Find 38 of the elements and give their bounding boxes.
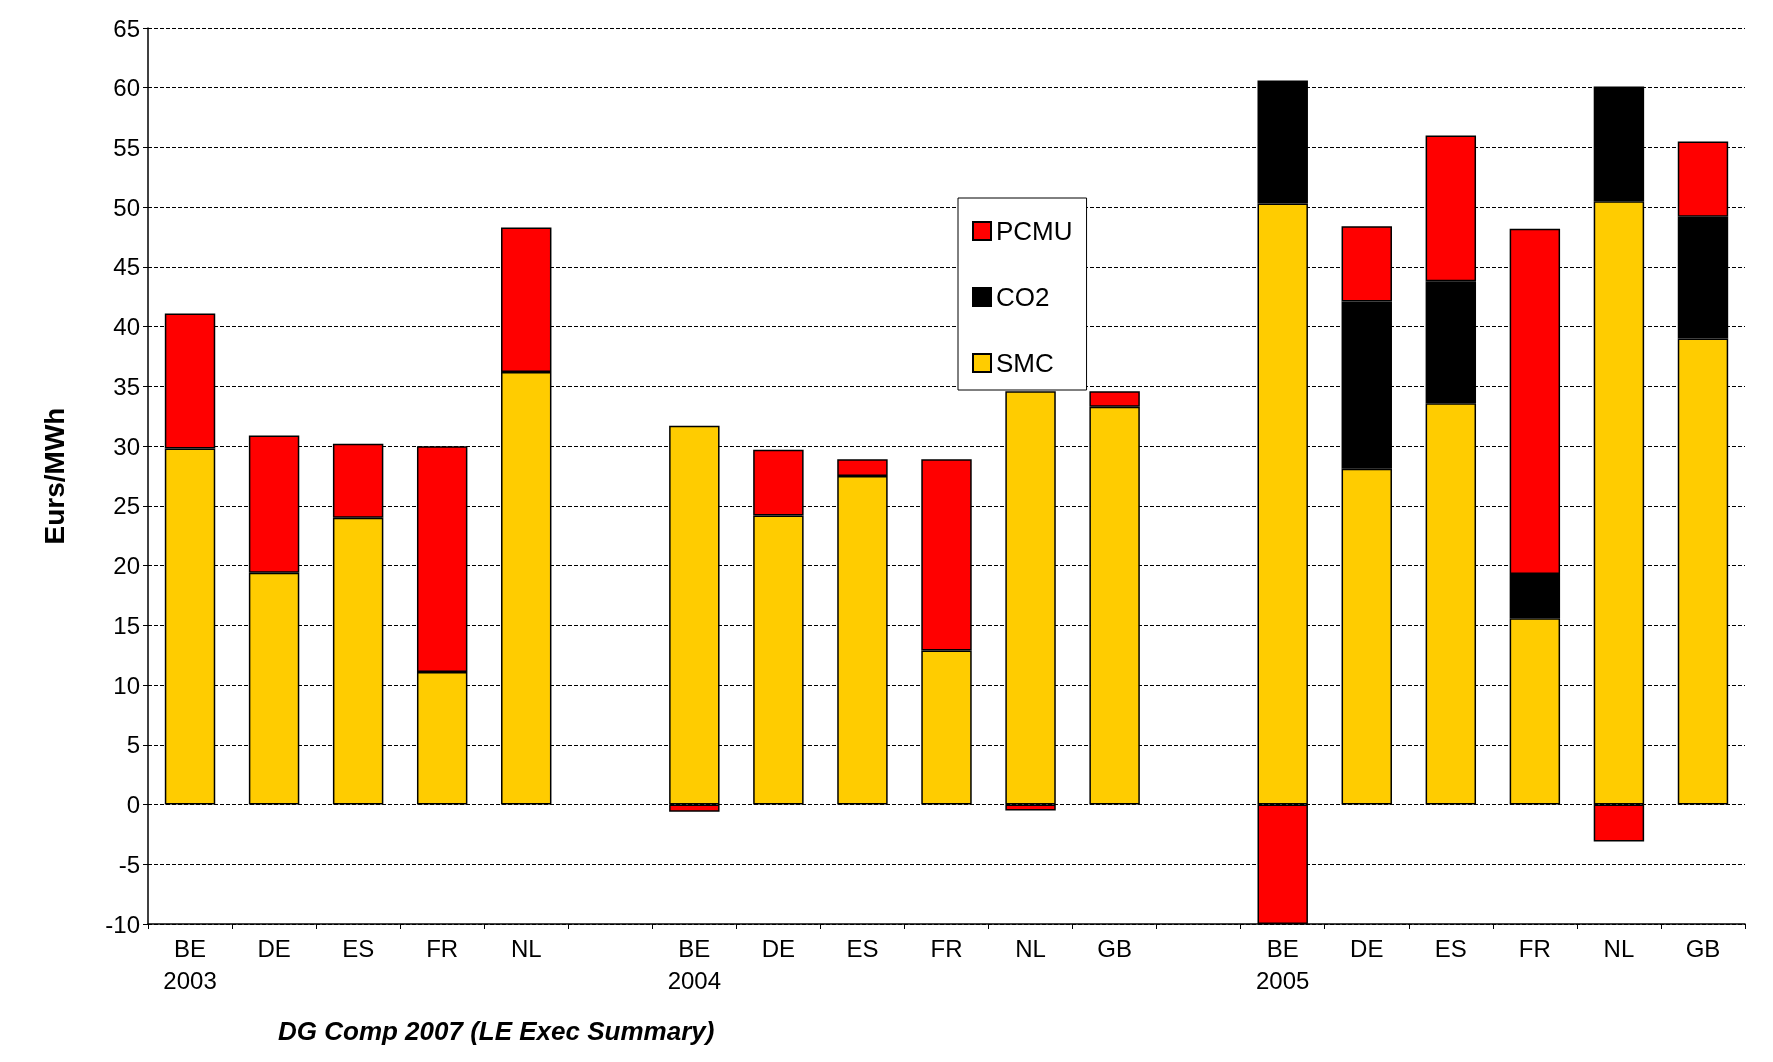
- legend-label: SMC: [996, 348, 1054, 378]
- x-tick-label: DE: [257, 934, 291, 962]
- legend-label: CO2: [996, 282, 1050, 312]
- x-tick-label: ES: [342, 934, 375, 962]
- y-tick-label: 30: [113, 432, 140, 460]
- y-tick-label: 20: [113, 552, 140, 580]
- y-axis-title: Eurs/MWh: [38, 407, 70, 545]
- x-tick-label: FR: [1518, 934, 1551, 962]
- x-tick-label: GB: [1097, 934, 1132, 962]
- x-tick-label: DE: [1350, 934, 1384, 962]
- y-tick-label: 60: [113, 74, 140, 102]
- y-tick-label: 35: [113, 372, 140, 400]
- y-tick-label: 15: [113, 611, 140, 639]
- y-tick-label: 25: [113, 492, 140, 520]
- y-tick-label: 50: [113, 193, 140, 221]
- x-tick-label: ES: [1434, 934, 1467, 962]
- y-tick-label: 55: [113, 133, 140, 161]
- x-tick-label: ES: [846, 934, 879, 962]
- x-tick-label: NL: [510, 934, 542, 962]
- y-tick-label: -10: [105, 910, 140, 938]
- x-tick-label: FR: [930, 934, 963, 962]
- y-tick-label: 45: [113, 253, 140, 281]
- x-tick-label: BE 2004: [667, 934, 722, 994]
- y-tick-label: 0: [126, 791, 140, 819]
- y-tick-label: 5: [126, 731, 140, 759]
- y-tick-label: -5: [118, 850, 140, 878]
- x-tick-label: BE 2005: [1256, 934, 1310, 994]
- legend-label: PCMU: [996, 216, 1073, 246]
- x-tick-label: BE 2003: [163, 934, 217, 994]
- text: DG Comp 2007 (LE Exec Summary): [278, 1016, 715, 1046]
- x-tick-label: GB: [1685, 934, 1721, 962]
- y-tick-label: 65: [113, 14, 140, 42]
- x-tick-label: FR: [426, 934, 459, 962]
- y-tick-label: 40: [113, 313, 140, 341]
- y-tick-label: 10: [113, 671, 140, 699]
- x-tick-label: NL: [1603, 934, 1635, 962]
- x-tick-label: NL: [1015, 934, 1046, 962]
- x-tick-label: DE: [761, 934, 796, 962]
